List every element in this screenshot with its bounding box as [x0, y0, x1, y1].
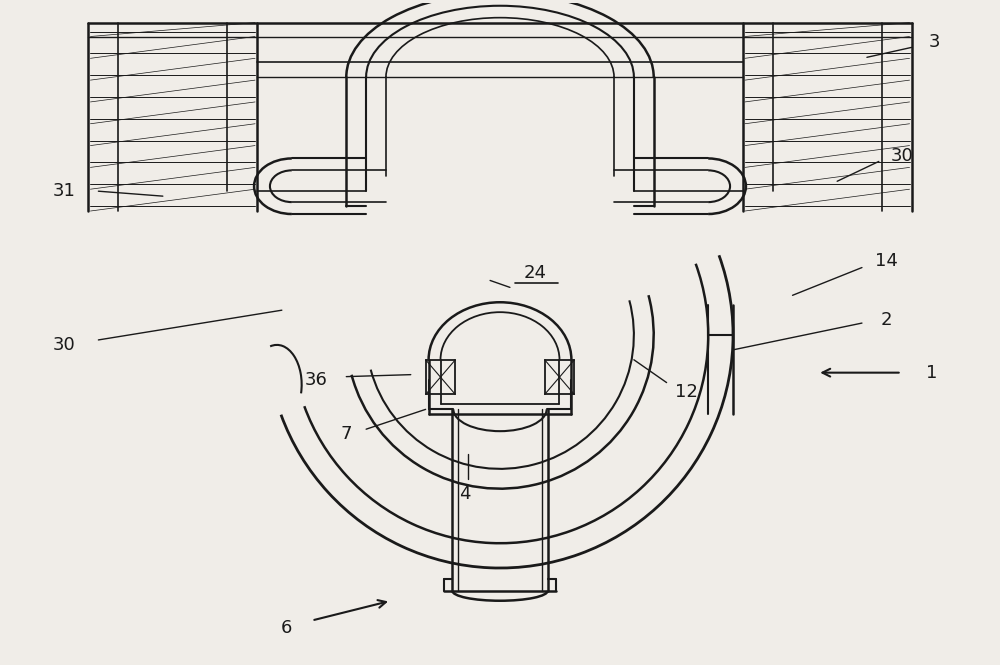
- Text: 12: 12: [675, 384, 698, 402]
- Text: 36: 36: [305, 370, 328, 388]
- Text: 30: 30: [52, 336, 75, 354]
- Text: 4: 4: [460, 485, 471, 503]
- Text: 24: 24: [523, 265, 546, 283]
- Text: 1: 1: [926, 364, 937, 382]
- Text: 6: 6: [281, 618, 292, 636]
- Text: 31: 31: [52, 182, 75, 200]
- Text: 14: 14: [875, 251, 898, 269]
- Text: 3: 3: [929, 33, 940, 51]
- Text: 30: 30: [890, 148, 913, 166]
- Text: 7: 7: [341, 425, 352, 443]
- Text: 2: 2: [881, 311, 892, 329]
